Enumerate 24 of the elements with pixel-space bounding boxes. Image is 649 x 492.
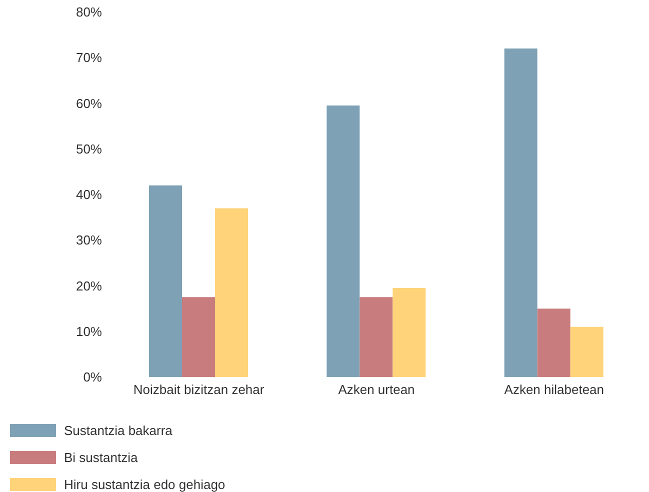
bar xyxy=(182,297,215,377)
x-tick-label: Noizbait bizitzan zehar xyxy=(133,382,265,398)
bar xyxy=(215,208,248,377)
legend-label: Hiru sustantzia edo gehiago xyxy=(64,477,226,492)
bar xyxy=(570,326,604,377)
y-tick-label: 0% xyxy=(83,370,102,385)
y-tick-label: 50% xyxy=(76,141,102,156)
bar xyxy=(326,106,360,377)
legend-label: Sustantzia bakarra xyxy=(64,423,172,438)
y-tick-label: 10% xyxy=(76,324,102,339)
bar xyxy=(360,297,393,377)
y-tick-label: 30% xyxy=(76,232,102,248)
legend-label: Bi sustantzia xyxy=(64,450,138,465)
y-tick-label: 20% xyxy=(76,278,102,294)
y-tick-label: 60% xyxy=(76,96,102,111)
bar xyxy=(392,288,426,377)
x-tick-label: Azken hilabetean xyxy=(504,382,604,398)
y-tick-label: 40% xyxy=(76,187,102,202)
bar xyxy=(537,308,570,377)
x-tick-label: Azken urtean xyxy=(338,382,415,398)
bar xyxy=(149,185,182,377)
y-tick-label: 70% xyxy=(76,50,102,66)
bar xyxy=(504,48,538,377)
y-tick-label: 80% xyxy=(76,4,102,20)
